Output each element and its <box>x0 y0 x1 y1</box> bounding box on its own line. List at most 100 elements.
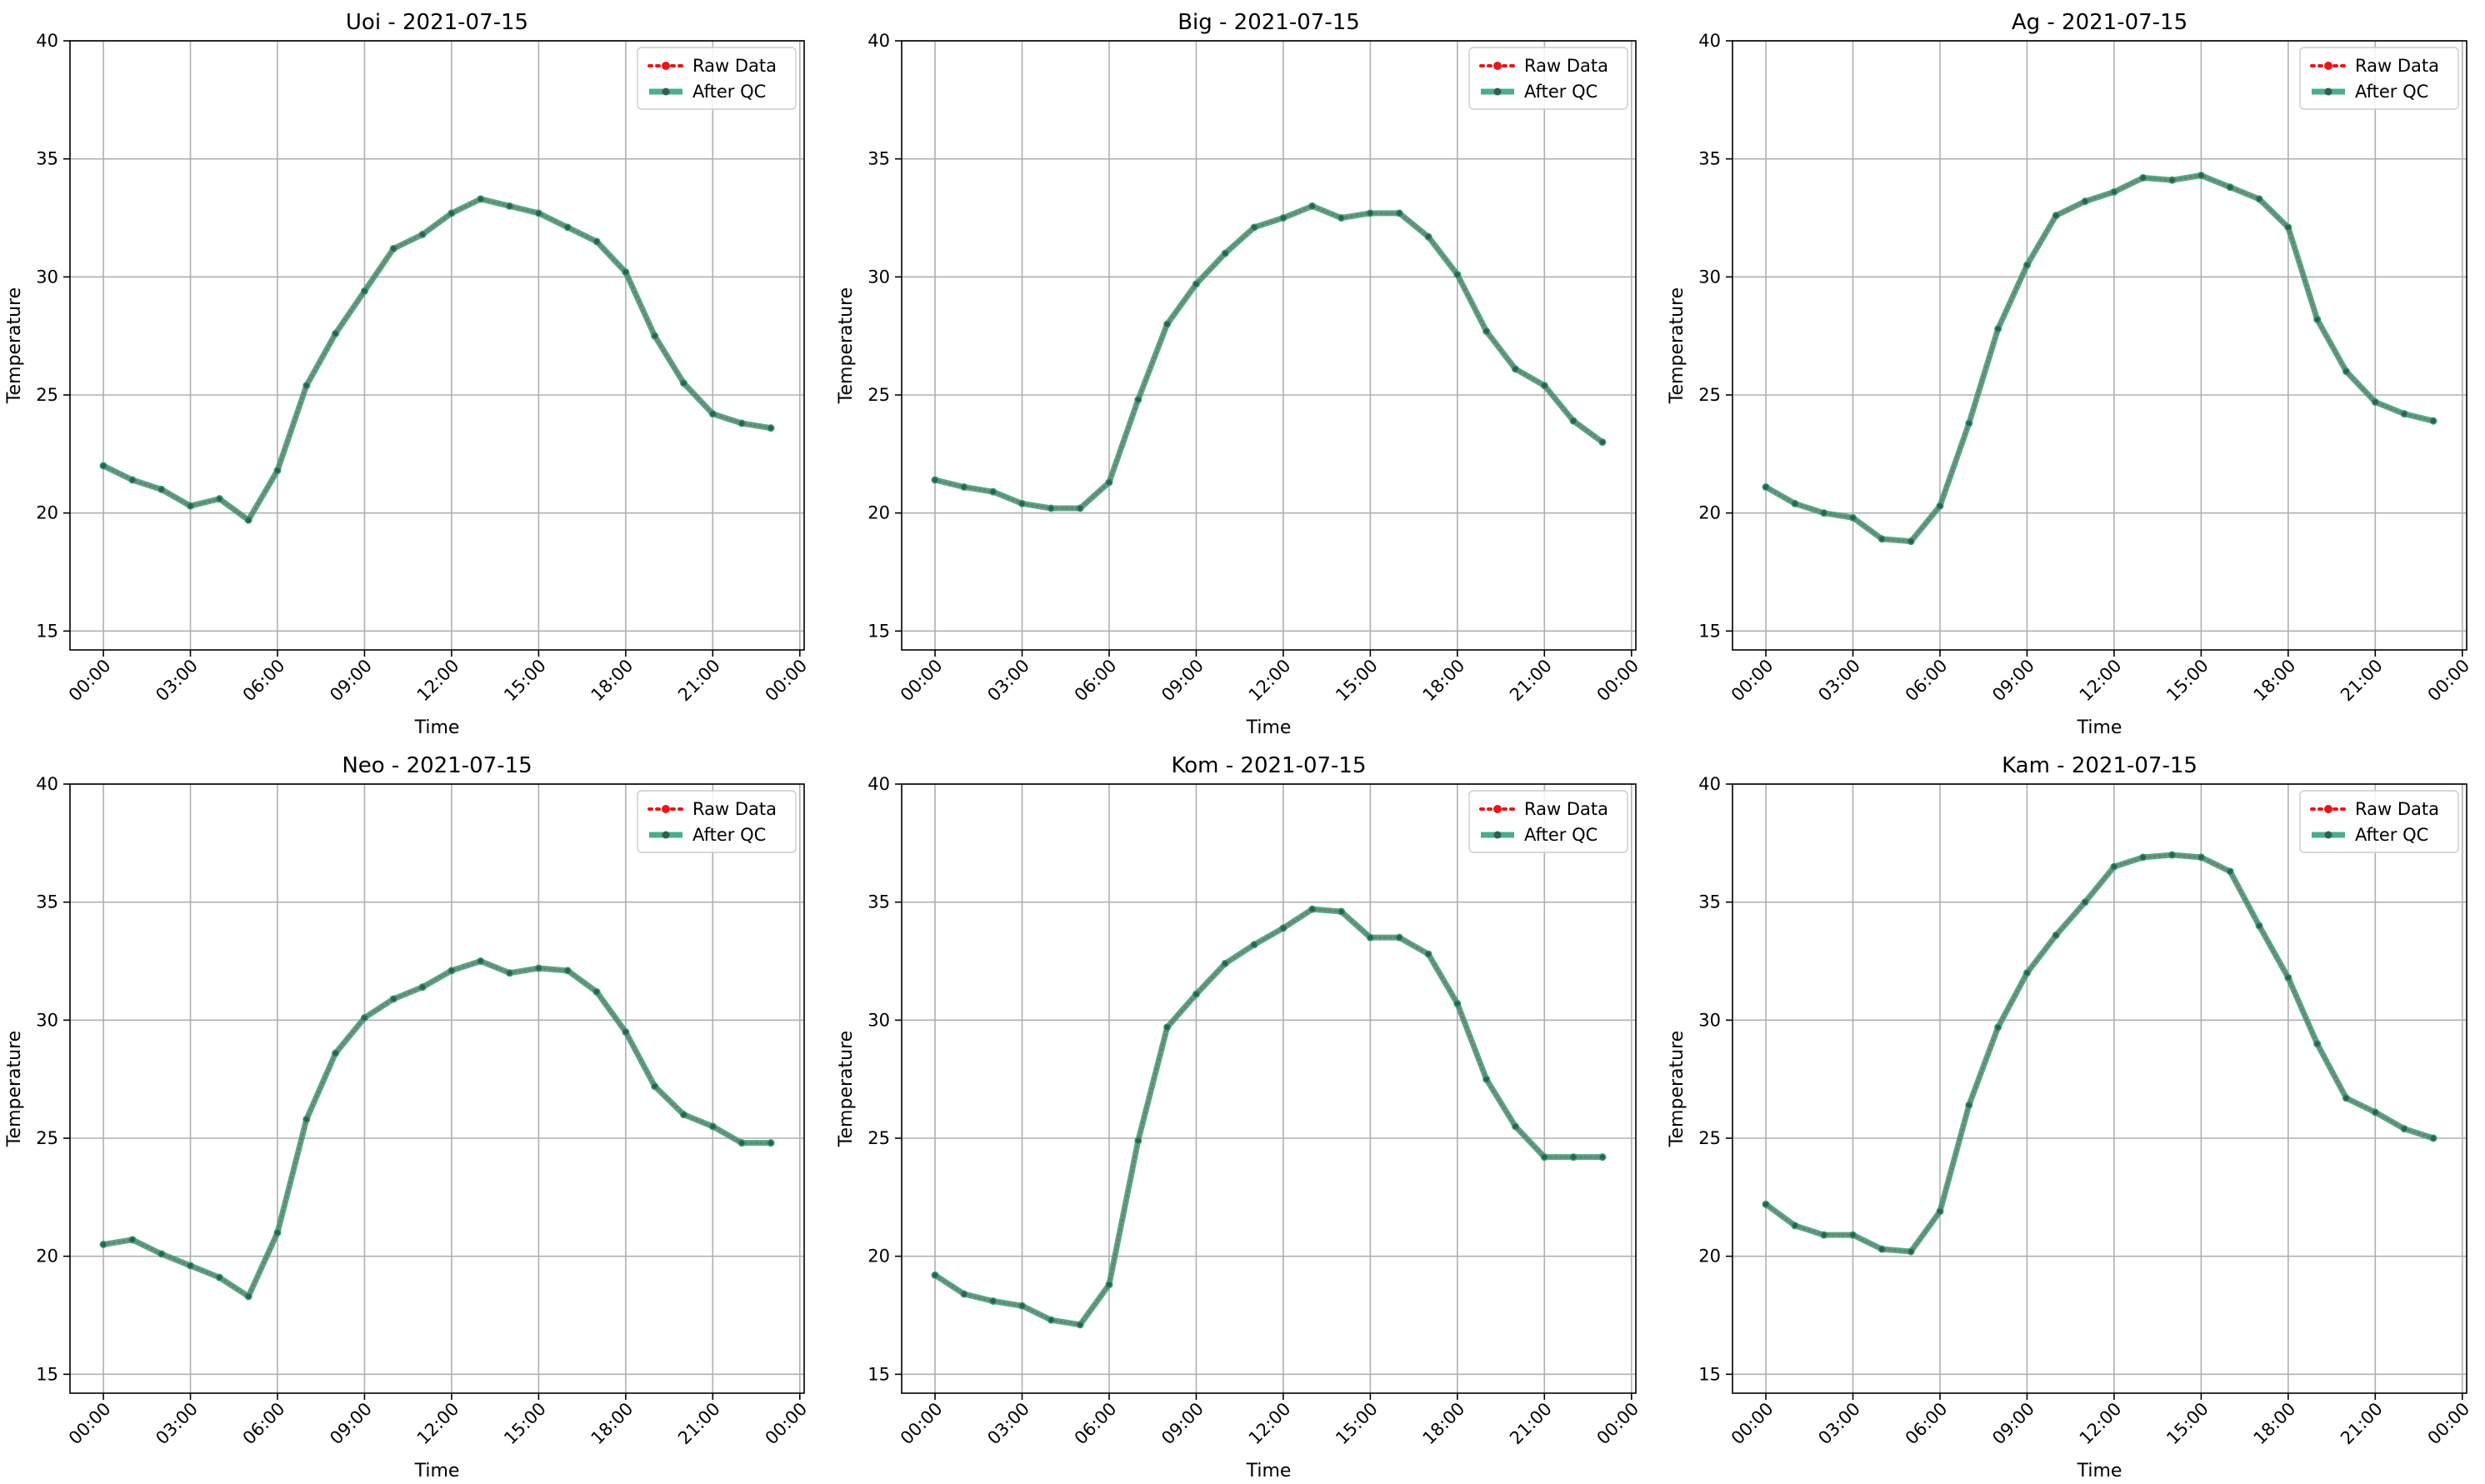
data-point-raw-data <box>1850 515 1856 521</box>
y-tick-label: 40 <box>1698 31 1721 51</box>
data-point-raw-data <box>2372 1109 2378 1115</box>
x-tick-label: 06:00 <box>1902 1399 1952 1449</box>
x-tick-label: 03:00 <box>152 1399 202 1449</box>
data-point-raw-data <box>961 484 967 490</box>
y-tick-label: 25 <box>868 385 890 405</box>
plot-frame <box>1732 783 2468 1394</box>
series-line-after-qc <box>932 202 1606 512</box>
chart-panel: 15 20 25 30 35 40 00:00 03:00 06:00 09:00 12:00 15:… <box>4 753 811 1482</box>
y-tick-label: 15 <box>868 1364 890 1384</box>
data-point-raw-data <box>2257 923 2262 928</box>
series-line-after-qc <box>932 906 1606 1328</box>
x-tick-label: 12:00 <box>1245 1399 1295 1449</box>
data-point-raw-data <box>1850 1232 1856 1238</box>
data-point-raw-data <box>420 984 426 990</box>
legend: Raw Data After QC <box>1468 47 1628 110</box>
data-point-raw-data <box>1792 1222 1798 1228</box>
data-point-raw-data <box>622 1029 628 1035</box>
data-point-raw-data <box>652 1083 658 1089</box>
x-tick-label: 15:00 <box>2162 1399 2212 1449</box>
series-line-raw-data <box>1764 173 2435 543</box>
legend-label-after-qc: After QC <box>692 82 766 102</box>
data-point-raw-data <box>332 1051 338 1056</box>
x-tick-label: 15:00 <box>500 1399 550 1449</box>
series-line-after-qc <box>100 958 774 1300</box>
x-tick-label: 06:00 <box>1071 1399 1121 1449</box>
data-point-raw-data <box>2140 175 2146 181</box>
plot-frame <box>69 40 805 651</box>
legend-marker-raw-data <box>662 805 670 813</box>
x-tick-label: 03:00 <box>983 656 1033 706</box>
data-point-raw-data <box>1048 506 1054 511</box>
data-point-raw-data <box>332 331 338 337</box>
data-point-raw-data <box>1019 501 1025 507</box>
legend-label-raw-data: Raw Data <box>692 56 777 76</box>
data-point-raw-data <box>303 382 309 388</box>
x-axis-label: Time <box>414 1461 460 1482</box>
legend-label-raw-data: Raw Data <box>2355 56 2439 76</box>
data-point-raw-data <box>217 1275 222 1281</box>
x-tick-label: 15:00 <box>1332 1399 1382 1449</box>
x-axis-label: Time <box>414 717 460 738</box>
data-point-raw-data <box>2082 899 2088 905</box>
data-point-raw-data <box>1252 224 1258 230</box>
data-point-raw-data <box>1454 1001 1460 1007</box>
x-tick-label: 18:00 <box>2250 656 2300 706</box>
legend: Raw Data After QC <box>637 790 797 853</box>
y-tick-label: 35 <box>1698 149 1721 169</box>
y-axis-label: Temperature <box>836 1031 857 1147</box>
data-point-raw-data <box>1309 907 1315 912</box>
plot-frame <box>69 783 805 1394</box>
legend-label-raw-data: Raw Data <box>1524 56 1608 76</box>
data-point-raw-data <box>1879 1247 1885 1252</box>
y-tick-label: 35 <box>868 892 890 912</box>
x-tick-label: 09:00 <box>1158 656 1208 706</box>
x-tick-label: 00:00 <box>897 1399 947 1449</box>
legend-marker-after-qc <box>1493 87 1502 96</box>
data-point-raw-data <box>768 1140 773 1146</box>
y-tick-label: 20 <box>36 503 58 523</box>
data-point-raw-data <box>2111 864 2117 870</box>
x-tick-label: 21:00 <box>674 656 724 706</box>
x-tick-label: 06:00 <box>1071 656 1121 706</box>
x-tick-label: 09:00 <box>1988 1399 2038 1449</box>
y-tick-label: 25 <box>36 385 58 405</box>
data-point-raw-data <box>158 1251 164 1257</box>
data-point-raw-data <box>681 1112 687 1117</box>
x-tick-label: 00:00 <box>65 1399 115 1449</box>
data-point-raw-data <box>2430 418 2436 424</box>
data-point-raw-data <box>448 210 454 216</box>
x-tick-label: 00:00 <box>1593 1399 1643 1449</box>
data-point-raw-data <box>1368 210 1373 216</box>
x-tick-label: 12:00 <box>1245 656 1295 706</box>
data-point-raw-data <box>2111 189 2117 195</box>
data-point-raw-data <box>652 333 658 339</box>
legend-label-raw-data: Raw Data <box>2355 799 2439 819</box>
x-tick-label: 21:00 <box>674 1399 724 1449</box>
legend: Raw Data After QC <box>1468 790 1628 853</box>
data-point-raw-data <box>932 477 938 482</box>
y-tick-label: 25 <box>868 1128 890 1148</box>
x-tick-label: 03:00 <box>983 1399 1033 1449</box>
data-point-raw-data <box>101 463 107 468</box>
data-point-raw-data <box>710 411 716 417</box>
data-point-raw-data <box>303 1117 309 1122</box>
x-tick-label: 18:00 <box>1419 656 1469 706</box>
data-point-raw-data <box>2198 854 2204 860</box>
data-point-raw-data <box>362 1015 368 1021</box>
data-point-raw-data <box>739 421 745 426</box>
series-line-after-qc <box>100 196 774 523</box>
data-point-raw-data <box>188 503 193 509</box>
x-tick-label: 15:00 <box>1332 656 1382 706</box>
x-tick-label: 06:00 <box>239 1399 289 1449</box>
data-point-raw-data <box>1571 418 1577 424</box>
data-point-raw-data <box>1792 501 1798 507</box>
data-point-raw-data <box>1164 322 1170 327</box>
chart-title: Big - 2021-07-15 <box>1178 10 1360 35</box>
data-point-raw-data <box>932 1272 938 1278</box>
legend-label-after-qc: After QC <box>2355 82 2428 102</box>
series-line-after-qc <box>1762 852 2437 1255</box>
x-tick-label: 12:00 <box>2076 1399 2126 1449</box>
grid <box>70 783 804 1393</box>
